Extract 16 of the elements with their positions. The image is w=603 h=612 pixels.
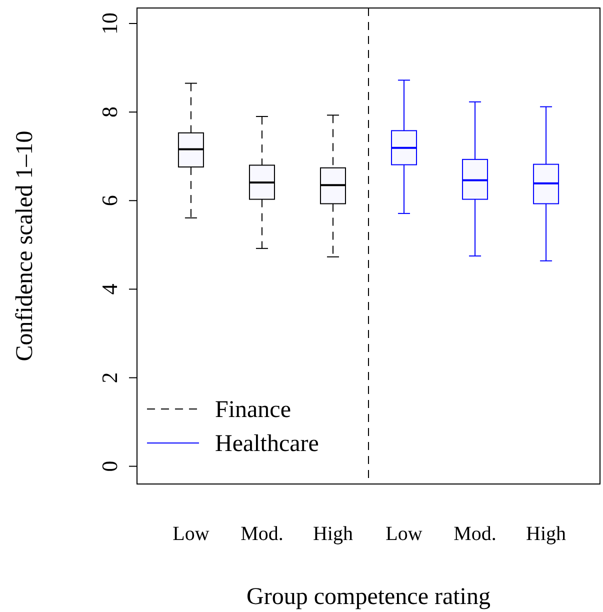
x-tick-label: Low (172, 523, 210, 545)
x-axis-title: Group competence rating (246, 584, 490, 610)
x-tick-label: High (312, 523, 353, 545)
y-tick-label: 8 (97, 106, 122, 118)
legend-label: Finance (215, 397, 291, 423)
y-axis-title: Confidence scaled 1–10 (12, 130, 38, 362)
x-tick-label: Low (386, 523, 423, 545)
y-tick-label: 10 (97, 12, 122, 34)
x-tick-label: Mod. (240, 523, 284, 545)
x-tick-label: High (526, 523, 566, 545)
y-tick-label: 6 (97, 195, 122, 206)
x-tick-label: Mod. (454, 523, 496, 545)
y-tick-label: 2 (97, 372, 122, 384)
y-tick-label: 0 (97, 460, 122, 472)
legend-label: Healthcare (215, 431, 319, 457)
y-tick-label: 4 (97, 284, 122, 295)
